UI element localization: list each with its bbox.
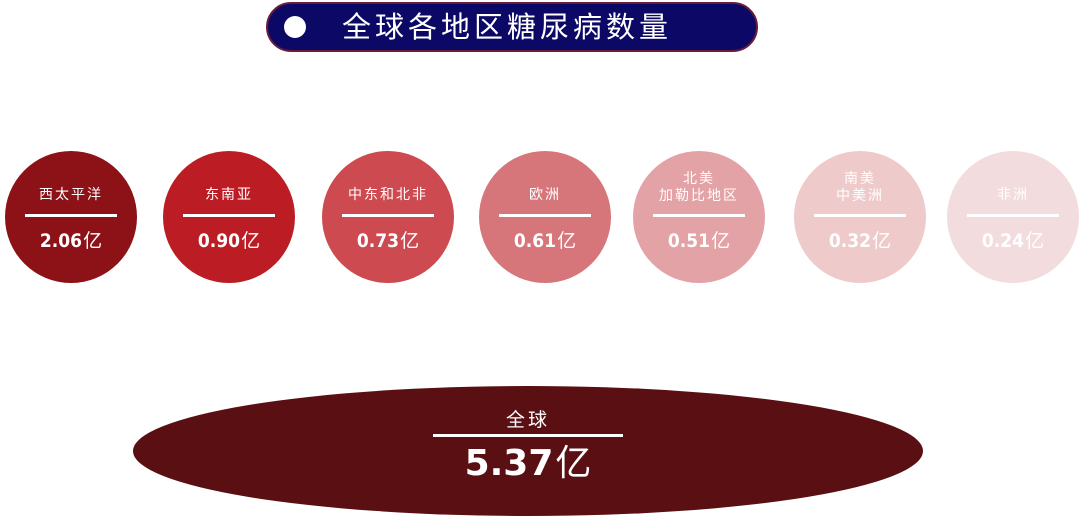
region-value-number: 0.90 bbox=[197, 230, 241, 252]
region-value: 0.61亿 bbox=[479, 229, 611, 253]
region-name: 非洲 bbox=[997, 187, 1029, 203]
region-bubble: 北美 加勒比地区 0.51亿 bbox=[633, 151, 765, 283]
region-value: 0.32亿 bbox=[794, 229, 926, 253]
chart-title: 全球各地区糖尿病数量 bbox=[342, 10, 673, 44]
region-value-unit: 亿 bbox=[557, 230, 577, 252]
title-banner: 全球各地区糖尿病数量 bbox=[266, 2, 758, 52]
region-divider bbox=[183, 214, 275, 217]
region-divider bbox=[499, 214, 591, 217]
region-value: 0.51亿 bbox=[633, 229, 765, 253]
region-name: 西太平洋 bbox=[39, 187, 103, 203]
region-value-unit: 亿 bbox=[711, 230, 731, 252]
region-bubble: 欧洲 0.61亿 bbox=[479, 151, 611, 283]
region-value-number: 2.06 bbox=[39, 230, 83, 252]
region-name: 中东和北非 bbox=[348, 187, 428, 203]
region-value-number: 0.32 bbox=[828, 230, 872, 252]
region-value: 2.06亿 bbox=[5, 229, 137, 253]
region-value-unit: 亿 bbox=[400, 230, 420, 252]
region-value-number: 0.24 bbox=[981, 230, 1025, 252]
region-bubble: 南美 中美洲 0.32亿 bbox=[794, 151, 926, 283]
region-value: 0.73亿 bbox=[322, 229, 454, 253]
region-value: 0.24亿 bbox=[947, 229, 1079, 253]
bullet-dot-icon bbox=[284, 16, 306, 38]
region-value: 0.90亿 bbox=[163, 229, 295, 253]
global-value-number: 5.37 bbox=[464, 443, 554, 484]
region-bubble: 东南亚 0.90亿 bbox=[163, 151, 295, 283]
region-value-unit: 亿 bbox=[1025, 230, 1045, 252]
region-value-number: 0.73 bbox=[356, 230, 400, 252]
global-value: 5.37亿 bbox=[133, 442, 923, 486]
region-value-unit: 亿 bbox=[872, 230, 892, 252]
region-value-number: 0.61 bbox=[513, 230, 557, 252]
region-value-unit: 亿 bbox=[241, 230, 261, 252]
region-name: 东南亚 bbox=[205, 187, 253, 203]
region-divider bbox=[25, 214, 117, 217]
region-divider bbox=[342, 214, 434, 217]
region-divider bbox=[814, 214, 906, 217]
region-bubble: 中东和北非 0.73亿 bbox=[322, 151, 454, 283]
region-divider bbox=[653, 214, 745, 217]
region-name: 欧洲 bbox=[529, 187, 561, 203]
region-value-unit: 亿 bbox=[83, 230, 103, 252]
region-bubble: 西太平洋 2.06亿 bbox=[5, 151, 137, 283]
global-value-unit: 亿 bbox=[555, 443, 592, 484]
region-value-number: 0.51 bbox=[667, 230, 711, 252]
region-name: 南美 中美洲 bbox=[836, 171, 884, 204]
global-label: 全球 bbox=[505, 409, 550, 431]
region-bubble: 非洲 0.24亿 bbox=[947, 151, 1079, 283]
global-divider bbox=[433, 434, 623, 437]
global-total-ellipse: 全球 5.37亿 bbox=[133, 386, 923, 516]
region-name: 北美 加勒比地区 bbox=[659, 171, 739, 204]
region-divider bbox=[967, 214, 1059, 217]
